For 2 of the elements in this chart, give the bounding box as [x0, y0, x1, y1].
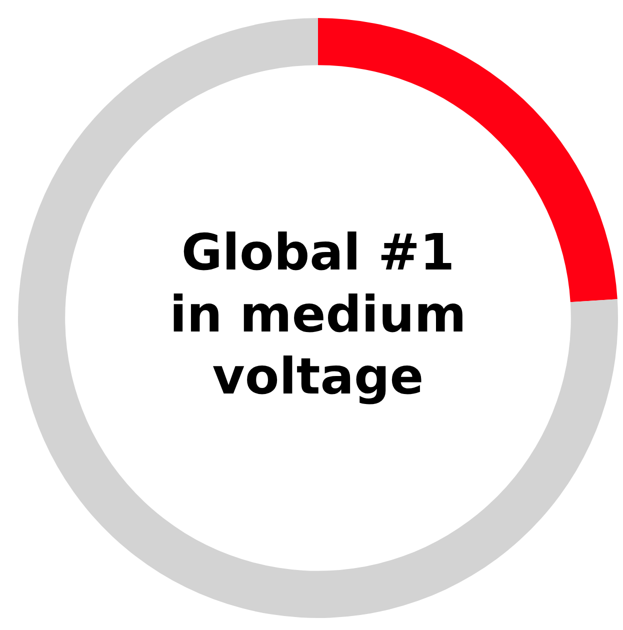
donut-slice [18, 18, 618, 618]
text: Global #1 in medium voltage [170, 224, 466, 406]
